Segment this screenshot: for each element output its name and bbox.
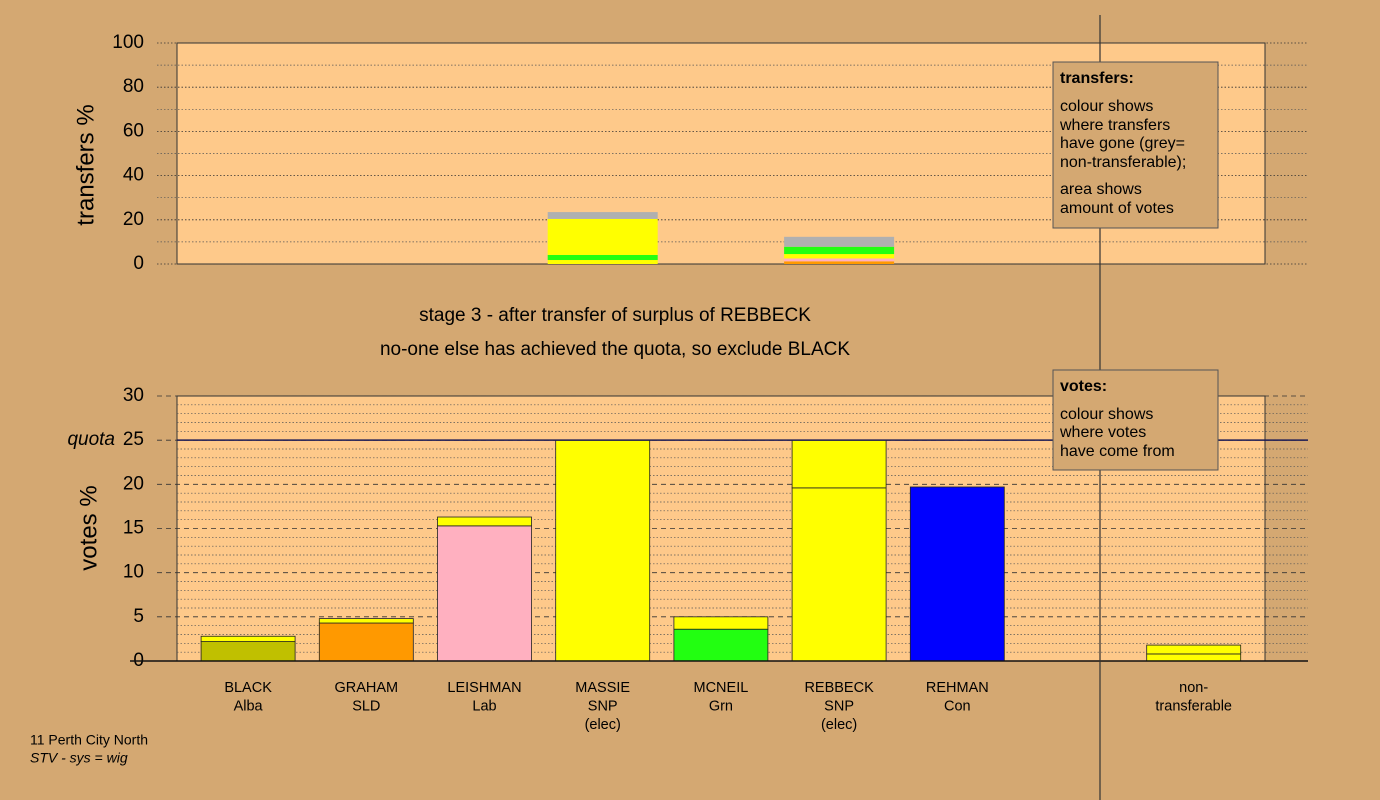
note-box <box>1052 61 1219 229</box>
transfers-note: transfers: colour shows where transfers … <box>1052 61 1219 229</box>
x-tick-label: SNP <box>588 698 618 714</box>
y-tick-label: 5 <box>133 606 144 627</box>
y-tick-label: 40 <box>123 165 144 186</box>
note-line: colour shows <box>1060 98 1153 115</box>
note-title: transfers: <box>1060 70 1134 87</box>
bar-segment <box>200 641 296 662</box>
x-tick-label: SNP <box>824 698 854 714</box>
x-tick-label: (elec) <box>585 717 621 733</box>
quota-label: quota <box>67 429 115 450</box>
x-tick-label: MCNEIL <box>694 680 749 696</box>
bar-segment <box>547 260 658 264</box>
votes-note: votes: colour shows where votes have com… <box>1052 369 1219 471</box>
bar-segment <box>200 635 296 642</box>
x-tick-label: transferable <box>1155 698 1232 714</box>
y-tick-label: 60 <box>123 120 144 141</box>
x-tick-label: Con <box>944 698 971 714</box>
y-tick-label: 80 <box>123 76 144 97</box>
note-line: amount of votes <box>1060 200 1174 217</box>
note-line: where transfers <box>1059 117 1170 134</box>
footer-place: 11 Perth City North <box>30 732 148 748</box>
bar-segment <box>791 487 887 662</box>
x-tick-label: GRAHAM <box>334 680 398 696</box>
y-tick-label: 15 <box>123 518 144 539</box>
bar-segment <box>547 254 658 261</box>
x-tick-label: MASSIE <box>575 680 630 696</box>
x-tick-label: REBBECK <box>804 680 874 696</box>
bar-segment <box>437 525 532 662</box>
x-tick-label: Alba <box>234 698 264 714</box>
x-tick-label: REHMAN <box>926 680 989 696</box>
note-line: area shows <box>1060 181 1142 198</box>
y-tick-label: 100 <box>112 32 144 53</box>
y-tick-label: 20 <box>123 473 144 494</box>
bar-segment <box>555 439 651 662</box>
note-title: votes: <box>1060 378 1107 395</box>
bar-segment <box>673 616 769 630</box>
x-tick-label: Lab <box>472 698 496 714</box>
caption: stage 3 - after transfer of surplus of R… <box>419 305 811 326</box>
bar-segment <box>547 212 658 219</box>
note-line: colour shows <box>1060 406 1153 423</box>
bar-segment <box>909 486 1005 662</box>
x-tick-label: non- <box>1179 680 1208 696</box>
bar-segment <box>1146 644 1242 655</box>
y-axis-label: transfers % <box>72 104 99 225</box>
bar-segment <box>784 246 895 255</box>
x-tick-label: SLD <box>352 698 380 714</box>
x-tick-label: Grn <box>709 698 733 714</box>
x-tick-label: LEISHMAN <box>447 680 521 696</box>
y-axis-label: votes % <box>75 485 102 570</box>
note-box <box>1052 369 1219 471</box>
bar-segment <box>1146 653 1242 662</box>
bar-segment <box>673 628 769 662</box>
y-tick-label: 20 <box>123 209 144 230</box>
y-tick-label: 30 <box>123 385 144 406</box>
y-tick-label: 0 <box>133 253 144 274</box>
note-line: have gone (grey= <box>1060 135 1185 152</box>
bar-segment <box>784 236 895 247</box>
caption: no-one else has achieved the quota, so e… <box>380 339 850 360</box>
bar-segment <box>437 516 532 527</box>
bar-segment <box>547 218 658 255</box>
bar-segment <box>318 618 414 624</box>
bar-segment <box>791 439 887 489</box>
note-line: have come from <box>1060 443 1175 460</box>
bar-segment <box>318 622 414 662</box>
bar-segment <box>784 261 895 264</box>
footer-system: STV - sys = wig <box>30 750 128 766</box>
x-tick-label: (elec) <box>821 717 857 733</box>
note-line: non-transferable); <box>1060 154 1186 171</box>
bar-segment <box>784 254 895 259</box>
x-tick-label: BLACK <box>224 680 272 696</box>
bar-segment <box>784 258 895 262</box>
y-tick-label: 25 <box>123 429 144 450</box>
y-tick-label: 10 <box>123 562 144 583</box>
note-line: where votes <box>1059 424 1146 441</box>
